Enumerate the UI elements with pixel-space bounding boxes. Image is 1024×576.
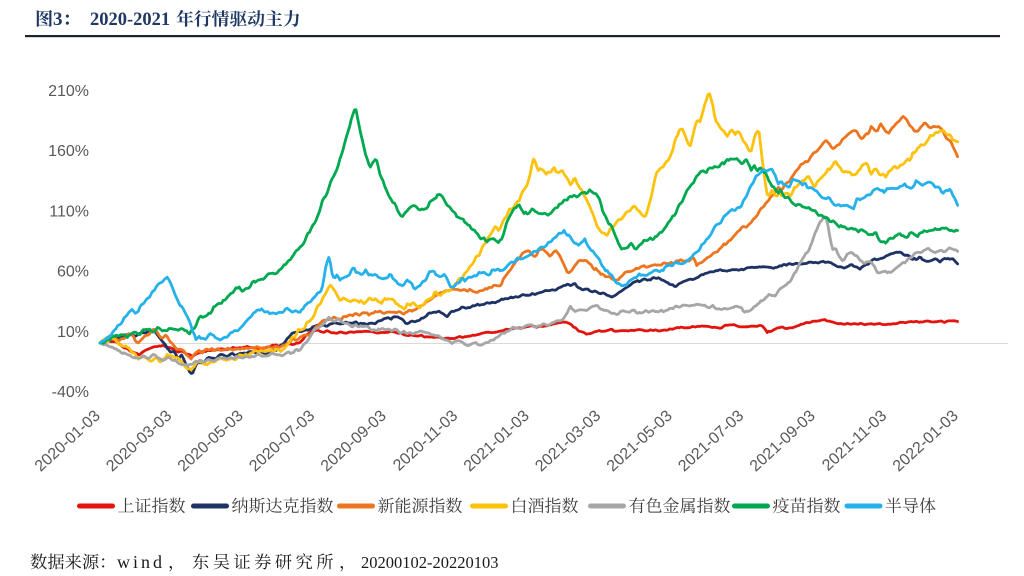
svg-text:210%: 210% [48,83,89,100]
svg-text:110%: 110% [49,203,89,220]
svg-text:wind: wind [117,552,165,572]
svg-text:10%: 10% [57,324,89,341]
svg-text:-40%: -40% [52,384,89,401]
svg-text:160%: 160% [48,143,89,160]
svg-text:60%: 60% [57,264,89,281]
svg-text:2020-2021: 2020-2021 [90,10,170,30]
svg-text:3: 3 [53,9,63,30]
svg-text:20200102-20220103: 20200102-20220103 [361,553,499,572]
